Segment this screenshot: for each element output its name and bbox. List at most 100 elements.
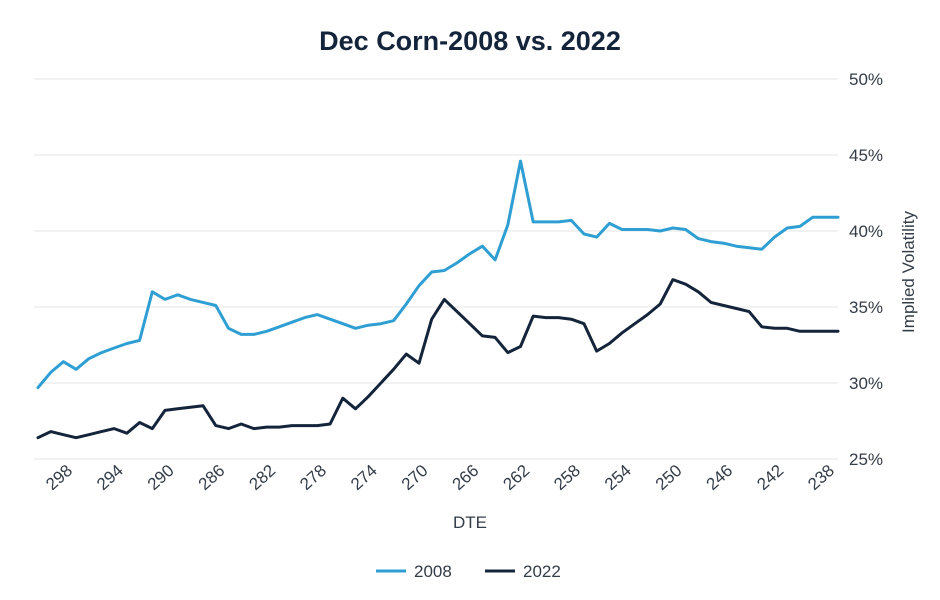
x-tick-label: 254 — [601, 461, 635, 494]
data-point-2022 — [37, 436, 40, 439]
data-point-2008 — [75, 368, 78, 371]
data-point-2008 — [519, 160, 522, 163]
data-point-2008 — [151, 290, 154, 293]
data-point-2022 — [62, 433, 65, 436]
data-point-2022 — [379, 382, 382, 385]
data-point-2008 — [125, 342, 128, 345]
data-point-2022 — [214, 424, 217, 427]
data-point-2008 — [557, 220, 560, 223]
data-point-2022 — [151, 427, 154, 430]
data-point-2022 — [392, 368, 395, 371]
data-point-2008 — [583, 233, 586, 236]
x-tick-label: 238 — [804, 461, 838, 494]
data-point-2008 — [671, 227, 674, 230]
y-tick-label: 30% — [849, 374, 883, 393]
data-point-2022 — [49, 430, 52, 433]
x-tick-label: 286 — [195, 461, 229, 494]
data-point-2008 — [570, 219, 573, 222]
data-point-2022 — [456, 310, 459, 313]
data-point-2022 — [824, 330, 827, 333]
data-point-2008 — [392, 319, 395, 322]
data-point-2008 — [494, 258, 497, 261]
data-point-2008 — [633, 228, 636, 231]
y-tick-label: 25% — [849, 450, 883, 469]
data-point-2022 — [659, 303, 662, 306]
x-tick-label: 242 — [753, 461, 787, 494]
data-point-2022 — [481, 334, 484, 337]
data-point-2022 — [252, 427, 255, 430]
data-point-2008 — [176, 293, 179, 296]
data-point-2008 — [697, 237, 700, 240]
data-point-2008 — [240, 333, 243, 336]
x-tick-label: 266 — [449, 461, 483, 494]
data-point-2022 — [138, 421, 141, 424]
data-point-2022 — [722, 304, 725, 307]
data-point-2022 — [671, 278, 674, 281]
data-point-2022 — [811, 330, 814, 333]
data-point-2022 — [570, 318, 573, 321]
data-point-2022 — [303, 424, 306, 427]
data-point-2022 — [633, 322, 636, 325]
data-point-2008 — [291, 321, 294, 324]
x-axis-ticks: 298 294 290 286 282 278 274 270 266 262 258 254 250 2… — [42, 461, 838, 494]
data-point-2022 — [100, 430, 103, 433]
data-point-2022 — [354, 407, 357, 410]
data-point-2008 — [684, 228, 687, 231]
data-point-2022 — [291, 424, 294, 427]
data-point-2022 — [87, 433, 90, 436]
data-point-2008 — [341, 322, 344, 325]
data-point-2008 — [595, 236, 598, 239]
data-point-2008 — [189, 298, 192, 301]
data-point-2022 — [278, 426, 281, 429]
data-point-2022 — [75, 436, 78, 439]
chart-title: Dec Corn-2008 vs. 2022 — [319, 26, 621, 56]
data-point-2022 — [608, 342, 611, 345]
data-point-2008 — [430, 271, 433, 274]
x-tick-label: 250 — [652, 461, 686, 494]
data-point-2008 — [798, 225, 801, 228]
data-point-2008 — [443, 269, 446, 272]
data-point-2022 — [544, 316, 547, 319]
data-point-2022 — [710, 301, 713, 304]
x-tick-label: 282 — [245, 461, 279, 494]
legend: 2008 2022 — [376, 562, 561, 581]
data-point-2008 — [481, 245, 484, 248]
data-point-2008 — [113, 347, 116, 350]
data-point-2008 — [456, 261, 459, 264]
data-point-2022 — [341, 397, 344, 400]
y-axis-ticks: 25% 30% 35% 40% 45% 50% — [849, 70, 883, 469]
data-point-2008 — [621, 228, 624, 231]
series-2008 — [36, 159, 840, 390]
series-line-2008 — [36, 159, 840, 390]
data-point-2022 — [405, 353, 408, 356]
legend-label-2022: 2022 — [523, 562, 561, 581]
data-point-2008 — [760, 248, 763, 251]
x-tick-label: 270 — [398, 461, 432, 494]
data-point-2022 — [202, 404, 205, 407]
x-tick-label: 278 — [296, 461, 330, 494]
data-point-2008 — [303, 316, 306, 319]
data-point-2008 — [710, 240, 713, 243]
x-tick-label: 290 — [144, 461, 178, 494]
data-point-2008 — [87, 357, 90, 360]
y-axis-label: Implied Volatility — [899, 211, 918, 333]
data-point-2022 — [506, 351, 509, 354]
data-point-2022 — [646, 313, 649, 316]
y-tick-label: 45% — [849, 146, 883, 165]
data-point-2022 — [532, 315, 535, 318]
data-point-2022 — [113, 427, 116, 430]
data-point-2022 — [697, 290, 700, 293]
data-point-2022 — [227, 427, 230, 430]
data-point-2022 — [519, 345, 522, 348]
data-point-2008 — [405, 303, 408, 306]
data-point-2008 — [316, 313, 319, 316]
data-point-2008 — [773, 236, 776, 239]
data-point-2008 — [811, 216, 814, 219]
data-point-2022 — [329, 423, 332, 426]
data-point-2022 — [773, 327, 776, 330]
data-point-2022 — [557, 316, 560, 319]
data-point-2008 — [329, 318, 332, 321]
data-point-2022 — [468, 322, 471, 325]
data-point-2022 — [367, 395, 370, 398]
